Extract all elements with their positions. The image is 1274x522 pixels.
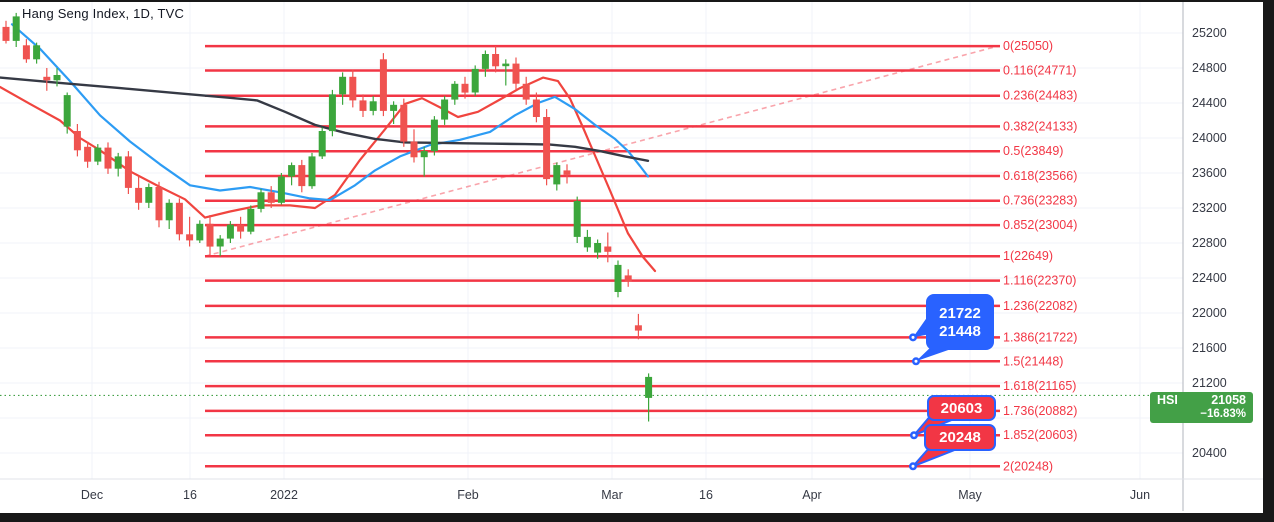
price-callout-red-20248[interactable]: 20248 [924, 424, 996, 451]
callout-line-21448: 21448 [939, 322, 981, 340]
price-callout-blue[interactable]: 21722 21448 [926, 294, 994, 350]
window-edge-bottom [0, 513, 1274, 522]
time-axis-labels[interactable]: Dec 16 2022 Feb Mar 16 Apr May Jun [81, 488, 1150, 502]
last-price-label[interactable]: HSI 21058 −16.83% [1150, 392, 1253, 423]
svg-text:2022: 2022 [270, 488, 298, 502]
svg-text:0.116(24771): 0.116(24771) [1003, 64, 1076, 78]
svg-text:1.5(21448): 1.5(21448) [1003, 354, 1063, 368]
svg-text:16: 16 [699, 488, 713, 502]
callout-label: 20603 [940, 399, 983, 417]
svg-text:24800: 24800 [1192, 61, 1227, 75]
chart-title[interactable]: Hang Seng Index, 1D, TVC [22, 6, 185, 21]
svg-text:21200: 21200 [1192, 376, 1227, 390]
svg-text:1.852(20603): 1.852(20603) [1003, 428, 1077, 442]
svg-text:0.236(24483): 0.236(24483) [1003, 89, 1077, 103]
svg-text:16: 16 [183, 488, 197, 502]
svg-text:Mar: Mar [601, 488, 623, 502]
svg-text:24000: 24000 [1192, 131, 1227, 145]
svg-text:May: May [958, 488, 982, 502]
svg-text:Dec: Dec [81, 488, 103, 502]
last-price-change: −16.83% [1200, 408, 1246, 420]
svg-text:Jun: Jun [1130, 488, 1150, 502]
callout-line-21722: 21722 [939, 304, 981, 322]
svg-text:22400: 22400 [1192, 271, 1227, 285]
symbol-ticker: HSI [1157, 393, 1178, 407]
svg-text:24400: 24400 [1192, 96, 1227, 110]
grid [0, 2, 1183, 479]
window-edge-top [0, 0, 1274, 2]
ma-slow-black [0, 76, 650, 163]
svg-text:0.618(23566): 0.618(23566) [1003, 169, 1077, 183]
svg-text:1.236(22082): 1.236(22082) [1003, 299, 1077, 313]
svg-text:Feb: Feb [457, 488, 479, 502]
svg-text:0.382(24133): 0.382(24133) [1003, 119, 1077, 133]
window-edge-right [1263, 0, 1274, 522]
svg-text:0(25050): 0(25050) [1003, 39, 1053, 53]
svg-text:1.116(22370): 1.116(22370) [1003, 274, 1076, 288]
candlesticks [2, 12, 653, 422]
svg-text:2(20248): 2(20248) [1003, 459, 1053, 473]
svg-text:22000: 22000 [1192, 306, 1227, 320]
svg-text:23200: 23200 [1192, 201, 1227, 215]
svg-text:0.852(23004): 0.852(23004) [1003, 218, 1077, 232]
svg-text:23600: 23600 [1192, 166, 1227, 180]
svg-text:25200: 25200 [1192, 26, 1227, 40]
svg-text:22800: 22800 [1192, 236, 1227, 250]
svg-text:1.736(20882): 1.736(20882) [1003, 404, 1077, 418]
svg-text:20400: 20400 [1192, 446, 1227, 460]
svg-text:Apr: Apr [802, 488, 821, 502]
ma-mid-blue [10, 23, 650, 202]
fib-trendline[interactable] [204, 45, 999, 257]
moving-averages [0, 23, 657, 273]
svg-text:0.5(23849): 0.5(23849) [1003, 144, 1063, 158]
svg-text:1.618(21165): 1.618(21165) [1003, 379, 1076, 393]
ma-fast-red [0, 76, 657, 273]
last-price-value: 21058 [1211, 393, 1246, 407]
svg-text:1(22649): 1(22649) [1003, 249, 1053, 263]
svg-text:21600: 21600 [1192, 341, 1227, 355]
svg-text:1.386(21722): 1.386(21722) [1003, 330, 1077, 344]
chart-canvas[interactable]: 0(25050) 0.116(24771) 0.236(24483) 0.382(24… [0, 0, 1263, 511]
callout-label: 20248 [939, 429, 981, 446]
svg-text:0.736(23283): 0.736(23283) [1003, 194, 1077, 208]
price-callout-red-20603[interactable]: 20603 [927, 395, 996, 421]
